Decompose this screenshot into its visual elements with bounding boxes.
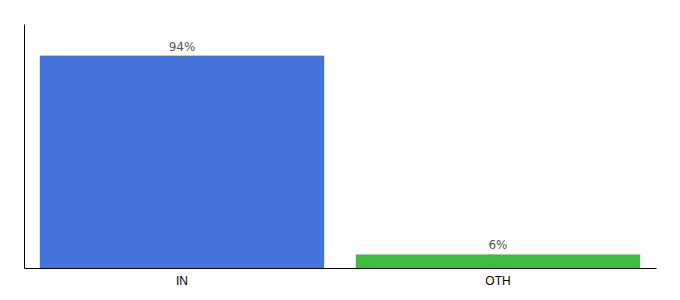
- x-tick-label: IN: [176, 274, 188, 288]
- bar: [356, 254, 640, 268]
- x-tick-label: OTH: [485, 274, 510, 288]
- data-labels: 94% 6%: [169, 40, 508, 253]
- y-axis-line: [24, 25, 25, 269]
- data-label: 6%: [488, 238, 507, 252]
- bars: [40, 56, 640, 268]
- bar: [40, 56, 324, 268]
- chart-svg: IN OTH 94% 6%: [0, 0, 680, 300]
- data-label: 94%: [169, 40, 196, 54]
- x-tick: OTH: [485, 274, 510, 288]
- x-axis: IN OTH: [25, 269, 657, 288]
- x-tick: IN: [176, 274, 188, 288]
- x-axis-line: [25, 268, 657, 269]
- y-axis: [24, 25, 25, 269]
- plot-area: IN OTH 94% 6%: [25, 25, 657, 288]
